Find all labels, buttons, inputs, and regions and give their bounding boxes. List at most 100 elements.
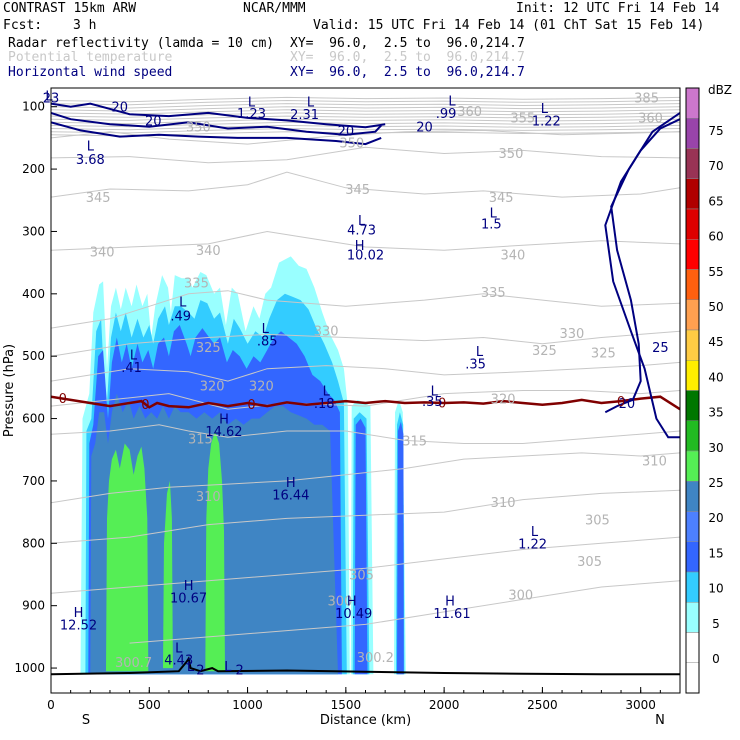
extremum-low-marker: L bbox=[175, 641, 183, 656]
extremum-low-marker: L bbox=[130, 348, 138, 363]
refl-green-1 bbox=[106, 443, 149, 672]
y-tick-label: 500 bbox=[22, 349, 45, 363]
extremum-high-marker: H bbox=[74, 606, 84, 621]
refl-green-2 bbox=[205, 431, 225, 672]
colorbar-unit: dBZ bbox=[708, 83, 732, 97]
x-tick-label: 500 bbox=[138, 698, 161, 712]
model-title: CONTRAST 15km ARW bbox=[3, 1, 137, 16]
theta-label: 360 bbox=[638, 111, 663, 126]
theta-label: 385 bbox=[634, 91, 659, 106]
theta-label: 320 bbox=[200, 380, 225, 395]
valid-time: Valid: 15 UTC Fri 14 Feb 14 (01 ChT Sat … bbox=[313, 18, 705, 33]
extremum-low-marker: L bbox=[541, 102, 549, 117]
theta-line-3 bbox=[51, 106, 680, 112]
theta-line-13 bbox=[51, 146, 680, 164]
extremum-low-marker: L bbox=[45, 89, 53, 104]
colorbar-swatch bbox=[685, 299, 700, 331]
theta-line-17 bbox=[51, 330, 680, 357]
theta-label: 340 bbox=[501, 249, 526, 264]
colorbar-level-label: 35 bbox=[708, 406, 723, 420]
theta-line-20 bbox=[51, 424, 680, 444]
theta-label: 310 bbox=[642, 454, 667, 469]
colorbar-level-label: 0 bbox=[712, 652, 720, 666]
theta-label: 345 bbox=[489, 191, 514, 206]
theta-line-6 bbox=[51, 115, 680, 121]
init-time: Init: 12 UTC Fri 14 Feb 14 bbox=[516, 1, 720, 16]
extremum-low-marker: L bbox=[431, 384, 439, 399]
theta-line-4 bbox=[51, 109, 680, 115]
theta-label: 350 bbox=[339, 136, 364, 151]
colorbar-level-label: 65 bbox=[708, 194, 723, 208]
extremum-value: 1.5 bbox=[481, 217, 502, 232]
theta-label: 310 bbox=[196, 490, 221, 505]
y-axis-title: Pressure (hPa) bbox=[2, 344, 17, 437]
x-end-label-south: S bbox=[82, 713, 90, 728]
wind-line-4 bbox=[604, 112, 680, 414]
wind-label: 20 bbox=[338, 124, 355, 139]
extremum-value: 10.49 bbox=[335, 607, 372, 622]
fcst-label: Fcst: bbox=[3, 18, 43, 33]
colorbar-level-label: 15 bbox=[708, 546, 723, 560]
field-name-wind: Horizontal wind speed bbox=[8, 65, 173, 80]
colorbar-swatch bbox=[685, 450, 700, 482]
field-name-theta: Potential temperature bbox=[8, 50, 173, 65]
extremum-low-marker: L bbox=[490, 207, 498, 222]
theta-line-2 bbox=[51, 103, 680, 109]
colorbar-swatch bbox=[685, 571, 700, 603]
extremum-low-marker: L bbox=[262, 322, 270, 337]
colorbar-swatch bbox=[685, 602, 700, 633]
colorbar-level-label: 25 bbox=[708, 476, 723, 490]
field-name-reflectivity: Radar reflectivity (lamda = 10 cm) bbox=[8, 36, 275, 51]
theta-line-21 bbox=[51, 452, 680, 504]
wind-label: 20 bbox=[619, 397, 636, 412]
colorbar-swatch bbox=[685, 662, 700, 694]
wind-line-2 bbox=[51, 121, 382, 146]
extremum-value: 1.22 bbox=[518, 537, 547, 552]
theta-label: 325 bbox=[532, 344, 557, 359]
colorbar-swatch bbox=[685, 178, 700, 210]
extremum-low-marker: L bbox=[531, 525, 539, 540]
extremum-value: 2.31 bbox=[290, 108, 319, 123]
theta-label: 300 bbox=[328, 595, 353, 610]
extremum-low-marker: L bbox=[307, 96, 315, 111]
theta-label: 330 bbox=[559, 327, 584, 342]
extremum-high-marker: H bbox=[184, 579, 194, 594]
theta-label: 340 bbox=[196, 244, 221, 259]
theta-line-16 bbox=[51, 290, 680, 329]
wind-line-1 bbox=[51, 111, 382, 136]
extremum-value: 3.68 bbox=[76, 153, 105, 168]
colorbar-swatch bbox=[685, 360, 700, 391]
extremum-value: 1.23 bbox=[237, 107, 266, 122]
y-tick-label: 600 bbox=[22, 412, 45, 426]
theta-line-15 bbox=[51, 230, 680, 251]
extremum-low-marker: L bbox=[179, 295, 187, 310]
extremum-value: .85 bbox=[257, 335, 278, 350]
extremum-value: 4.73 bbox=[347, 224, 376, 239]
extremum-value: 1.22 bbox=[532, 114, 561, 129]
x-end-label-north: N bbox=[655, 713, 665, 728]
y-tick-label: 1000 bbox=[14, 661, 45, 675]
theta-label: 355 bbox=[510, 111, 535, 126]
field-xy-theta: XY= 96.0, 2.5 to 96.0,214.7 bbox=[290, 50, 525, 65]
freezing-label: 0 bbox=[141, 398, 149, 413]
extremum-value: 2 bbox=[236, 663, 244, 678]
wind-label: 20 bbox=[112, 101, 129, 116]
theta-line-1 bbox=[51, 99, 680, 106]
colorbar-level-label: 55 bbox=[708, 265, 723, 279]
x-tick-label: 1500 bbox=[331, 698, 362, 712]
extremum-value: 10.02 bbox=[347, 249, 384, 264]
colorbar-swatch bbox=[685, 481, 700, 512]
y-tick-label: 100 bbox=[22, 100, 45, 114]
theta-line-0 bbox=[51, 96, 680, 103]
y-tick-label: 200 bbox=[22, 162, 45, 176]
colorbar-swatch bbox=[685, 148, 700, 179]
colorbar-level-label: 60 bbox=[708, 230, 723, 244]
theta-label: 315 bbox=[188, 433, 213, 448]
colorbar-level-label: 5 bbox=[712, 617, 720, 631]
extremum-value: .99 bbox=[436, 107, 457, 122]
theta-label: 345 bbox=[345, 183, 370, 198]
colorbar-level-label: 40 bbox=[708, 370, 723, 384]
wind-label: 25 bbox=[652, 341, 669, 356]
x-tick-label: 2000 bbox=[429, 698, 460, 712]
